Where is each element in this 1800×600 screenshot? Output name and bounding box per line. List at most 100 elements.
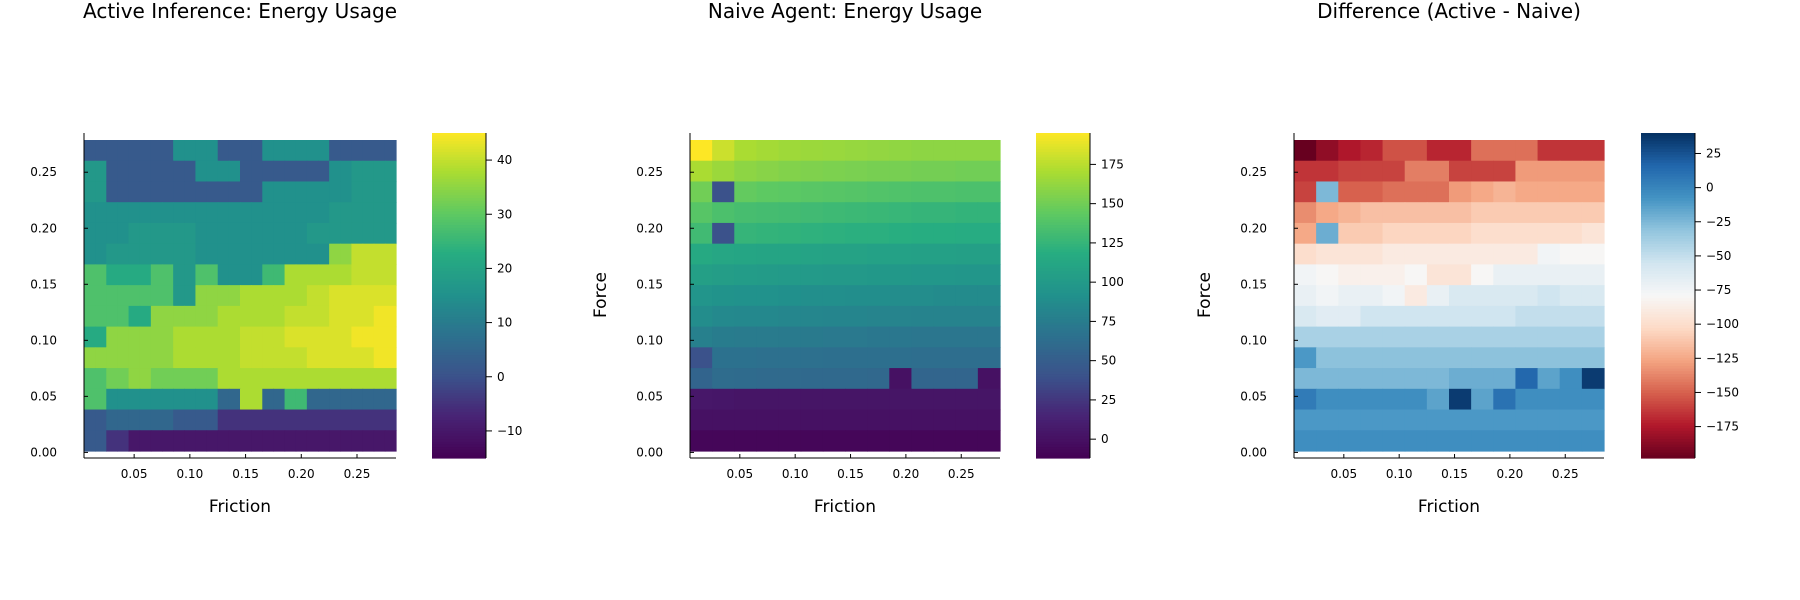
heatmap-cell: [1537, 202, 1561, 224]
heatmap-cell: [351, 368, 364, 390]
heatmap-cell: [1581, 160, 1605, 183]
heatmap-cell: [822, 285, 846, 307]
heatmap-cell: [977, 347, 1001, 369]
heatmap-cell: [1493, 202, 1517, 224]
colorbar-segment: [1036, 330, 1090, 335]
heatmap-cell: [911, 326, 935, 348]
heatmap-cell: [284, 326, 297, 348]
heatmap-cell: [362, 202, 375, 224]
heatmap-cell: [295, 222, 308, 245]
x-tick-label: 0.15: [837, 467, 864, 481]
heatmap-cell: [384, 264, 397, 286]
heatmap-cell: [240, 222, 252, 245]
colorbar-segment: [1036, 444, 1090, 448]
heatmap-cell: [867, 140, 890, 162]
colorbar-segment: [432, 252, 486, 256]
colorbar-segment: [1641, 184, 1695, 188]
heatmap-cell: [284, 409, 297, 431]
colorbar-segment: [1641, 409, 1695, 413]
heatmap-cell: [217, 409, 230, 431]
heatmap-cell: [756, 347, 780, 369]
colorbar-segment: [432, 151, 486, 156]
heatmap-cell: [1471, 305, 1494, 328]
heatmap-cell: [690, 326, 713, 348]
heatmap-cell: [1471, 326, 1494, 348]
heatmap-cell: [1338, 243, 1362, 265]
heatmap-cell: [889, 368, 913, 390]
colorbar-segment: [1036, 141, 1090, 145]
colorbar-segment: [432, 387, 486, 391]
colorbar-segment: [432, 260, 486, 264]
heatmap-cell: [340, 326, 353, 348]
heatmap-cell: [690, 160, 713, 183]
heatmap-cell: [1537, 347, 1561, 369]
colorbar-segment: [1036, 268, 1090, 272]
heatmap-cell: [251, 264, 263, 286]
colorbar-tick-label: −175: [1706, 420, 1739, 434]
heatmap-cell: [117, 202, 130, 224]
heatmap-cell: [240, 368, 252, 390]
heatmap-cell: [217, 388, 230, 411]
heatmap-cell: [284, 160, 297, 183]
heatmap-cell: [1360, 305, 1384, 328]
colorbar-segment: [432, 184, 486, 188]
heatmap-cell: [329, 368, 341, 390]
heatmap-cell: [1471, 243, 1494, 265]
colorbar-segment: [432, 246, 486, 251]
heatmap-cell: [284, 264, 297, 286]
heatmap-cell: [206, 305, 219, 328]
heatmap-cell: [184, 326, 197, 348]
colorbar-segment: [1641, 309, 1695, 313]
heatmap-cell: [329, 160, 341, 183]
heatmap-cell: [690, 181, 713, 203]
heatmap-cell: [173, 326, 185, 348]
heatmap-cell: [262, 160, 275, 183]
heatmap-cell: [240, 305, 252, 328]
colorbar-segment: [432, 368, 486, 372]
heatmap-cell: [217, 222, 230, 245]
colorbar-segment: [1641, 365, 1695, 370]
heatmap-cell: [1404, 243, 1428, 265]
colorbar-segment: [1036, 227, 1090, 232]
heatmap-cell: [240, 347, 252, 369]
heatmap-cell: [240, 160, 252, 183]
heatmap-cell: [800, 181, 824, 203]
colorbar-segment: [1036, 455, 1090, 459]
heatmap-cell: [262, 181, 275, 203]
heatmap-cell: [150, 326, 163, 348]
heatmap-cell: [867, 222, 890, 245]
colorbar-segment: [1036, 409, 1090, 413]
heatmap-cell: [162, 243, 174, 265]
colorbar-segment: [1641, 257, 1695, 261]
heatmap-cell: [1338, 181, 1362, 203]
colorbar-segment: [1641, 195, 1695, 199]
heatmap-cell: [373, 409, 386, 431]
heatmap-cell: [95, 243, 107, 265]
colorbar-segment: [1641, 344, 1695, 348]
heatmap-cell: [933, 181, 957, 203]
heatmap-cell: [162, 181, 174, 203]
heatmap-cell: [150, 243, 163, 265]
heatmap-cell: [1382, 160, 1406, 183]
colorbar-segment: [1641, 271, 1695, 275]
heatmap-cell: [1426, 285, 1450, 307]
colorbar-segment: [1036, 306, 1090, 310]
heatmap-cell: [117, 285, 130, 307]
heatmap-cell: [1471, 140, 1494, 162]
heatmap-cell: [251, 326, 263, 348]
heatmap-cell: [778, 305, 802, 328]
colorbar-segment: [1641, 151, 1695, 156]
colorbar-segment: [1036, 154, 1090, 158]
heatmap-panel-1: Active Inference: Energy Usage 0.05 0.10 0.…: [0, 0, 522, 517]
x-tick-label: 0.05: [1330, 467, 1357, 481]
heatmap-cell: [306, 305, 319, 328]
colorbar-segment: [432, 376, 486, 381]
heatmap-cell: [173, 388, 185, 411]
heatmap-cell: [1449, 160, 1472, 183]
heatmap-cell: [384, 409, 397, 431]
heatmap-cell: [228, 285, 241, 307]
colorbar-segment: [1641, 208, 1695, 213]
heatmap-cell: [184, 347, 197, 369]
colorbar-segment: [1641, 303, 1695, 307]
heatmap-cell: [162, 264, 174, 286]
